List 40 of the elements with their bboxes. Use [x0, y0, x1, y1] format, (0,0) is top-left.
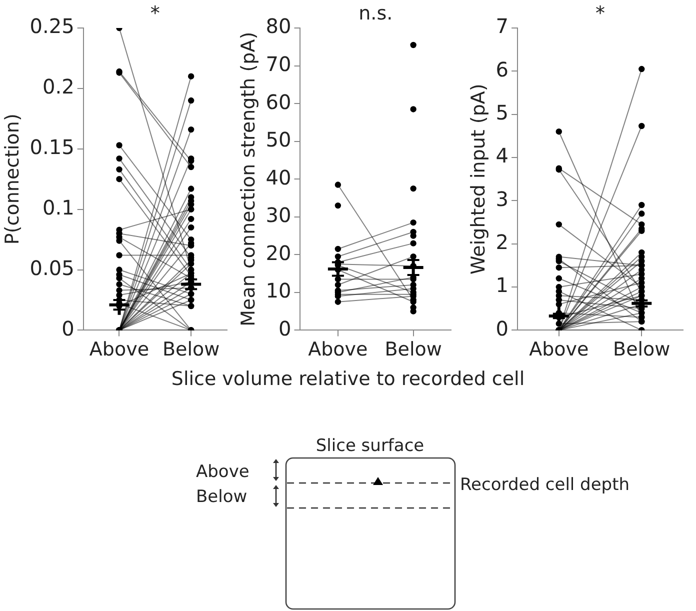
text: n.s.: [358, 2, 393, 24]
x-tick-label: Below: [384, 338, 442, 361]
y-tick-label: 0.2: [42, 74, 74, 99]
y-axis-title: Mean connection strength (pA): [237, 32, 260, 326]
y-tick-label: 4: [496, 144, 509, 168]
y-tick-label: 0.25: [30, 14, 74, 38]
y-tick-label: 0.1: [42, 196, 74, 220]
text: Slice surface: [316, 436, 424, 456]
x-tick-label: Below: [613, 338, 670, 361]
y-tick-label: 6: [496, 57, 509, 82]
y-axis-title: P(connection): [1, 114, 24, 245]
y-tick-label: 0.05: [30, 256, 74, 280]
y-tick-label: 0: [62, 316, 74, 340]
y-tick-label: 10: [266, 278, 292, 303]
x-tick-label: Above: [89, 338, 150, 361]
text: *: [596, 2, 606, 24]
y-axis-title: Weighted input (pA): [467, 84, 490, 274]
y-tick-label: 70: [266, 52, 292, 76]
y-tick-label: 40: [266, 165, 292, 190]
text: *: [150, 2, 160, 24]
x-tick-label: Above: [529, 338, 589, 361]
y-tick-label: 50: [266, 128, 292, 152]
text: Below: [196, 487, 248, 507]
y-tick-label: 2: [496, 230, 509, 254]
y-tick-label: 20: [266, 240, 292, 265]
y-tick-label: 3: [496, 186, 509, 211]
y-tick-label: 0: [496, 316, 509, 340]
x-axis-title: Slice volume relative to recorded cell: [170, 368, 526, 390]
x-tick-label: Below: [162, 338, 220, 361]
y-tick-label: 5: [496, 100, 509, 125]
y-tick-label: 30: [266, 203, 292, 228]
text: Recorded cell depth: [460, 475, 630, 495]
text: Above: [196, 462, 250, 482]
y-tick-label: 60: [266, 90, 292, 114]
y-tick-label: 80: [266, 14, 292, 38]
y-tick-label: 0.15: [30, 135, 74, 160]
y-tick-label: 7: [496, 14, 509, 38]
y-tick-label: 1: [496, 273, 509, 298]
y-tick-label: 0: [278, 316, 292, 340]
x-tick-label: Above: [308, 338, 368, 361]
